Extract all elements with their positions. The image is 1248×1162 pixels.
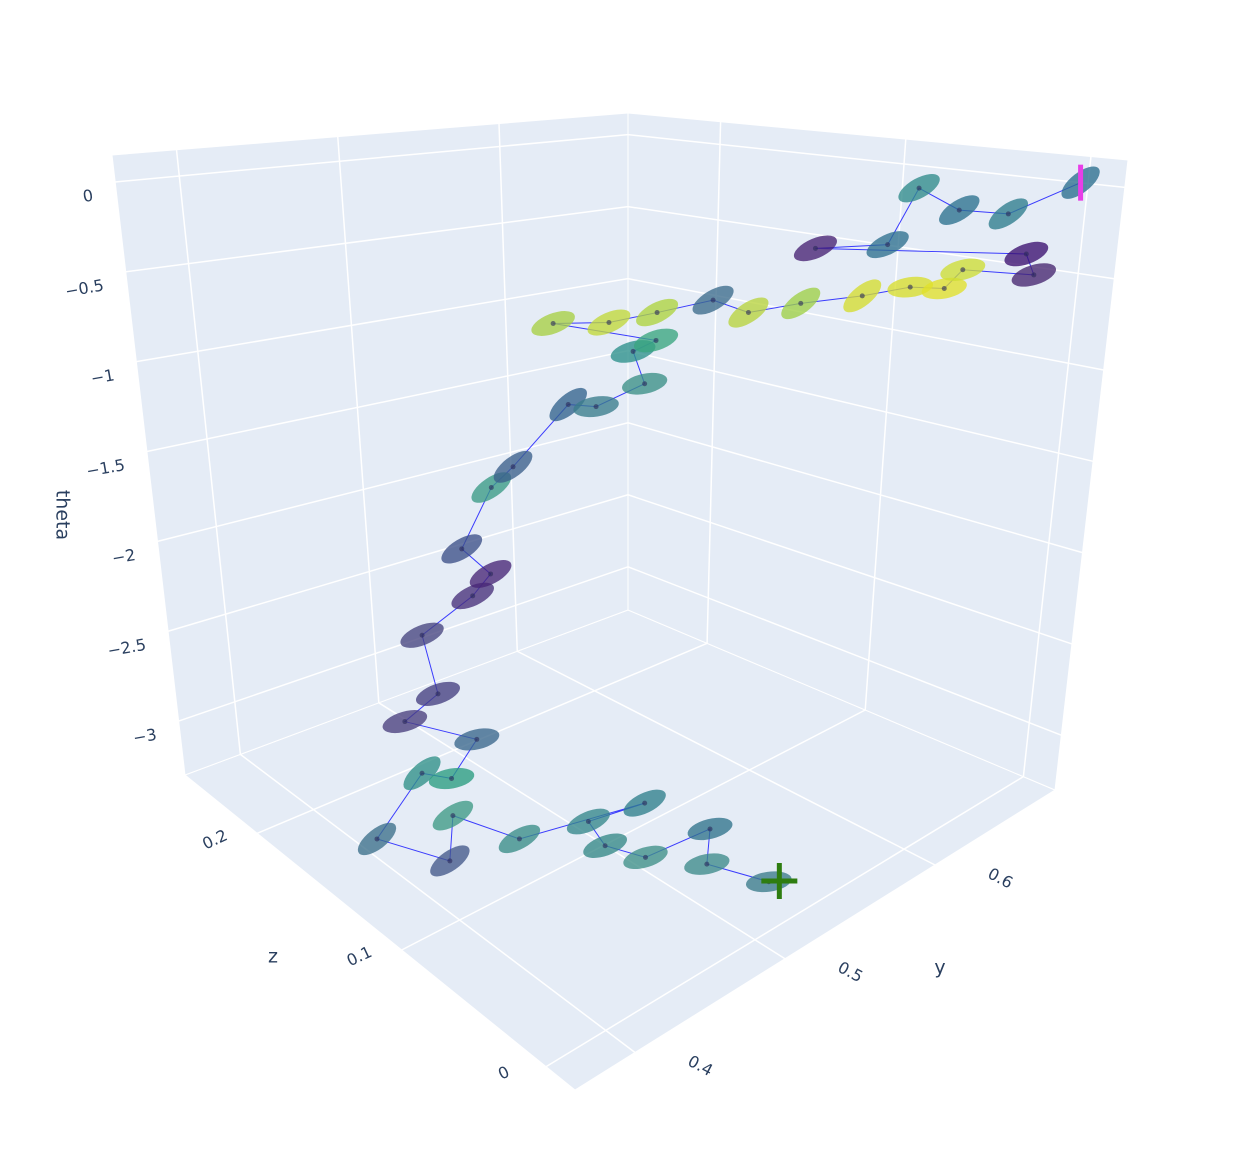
theta-axis-title: theta <box>52 490 74 540</box>
pose-point <box>653 337 659 343</box>
pose-point <box>916 185 922 191</box>
pose-point <box>510 464 516 470</box>
pose-point <box>585 819 591 825</box>
pose-point <box>812 245 818 251</box>
pose-point <box>941 286 947 292</box>
pose-point <box>704 861 710 867</box>
pose-point <box>1031 272 1037 278</box>
pose-point <box>459 546 465 552</box>
grid-line <box>1022 156 1092 777</box>
pose-point <box>374 836 380 842</box>
z-tick-label: 0.2 <box>199 825 230 853</box>
pose-point <box>449 775 455 781</box>
theta-tick-label: −1 <box>89 365 116 388</box>
pose-point <box>630 348 636 354</box>
grid-line <box>516 650 936 866</box>
grid-line <box>627 566 1062 736</box>
scene-grid <box>115 121 1125 1068</box>
grid-line <box>157 421 629 543</box>
pose-point <box>956 207 962 213</box>
grid-line <box>706 121 722 644</box>
grid-line <box>146 349 629 453</box>
pose-point <box>488 571 494 577</box>
pose-point <box>1005 211 1011 217</box>
grid-line <box>337 136 380 703</box>
theta-tick-label: −3 <box>132 725 159 748</box>
pose-point <box>745 310 751 316</box>
y-tick-label: 0.4 <box>685 1051 716 1080</box>
grid-line <box>401 709 866 951</box>
theta-tick-label: −2.5 <box>106 635 148 660</box>
grid-line <box>498 123 518 652</box>
pose-point <box>419 770 425 776</box>
z-tick-label: 0 <box>495 1062 512 1084</box>
pose-point <box>642 800 648 806</box>
pose-point <box>474 736 480 742</box>
grid-line <box>239 753 636 1054</box>
y-tick-label: 0.6 <box>985 864 1016 893</box>
y-axis-title: y <box>934 957 945 979</box>
pose-point <box>643 854 649 860</box>
theta-tick-label: 0 <box>81 186 94 206</box>
pose-point <box>447 858 453 864</box>
theta-tick-label: −0.5 <box>64 275 106 300</box>
grid-line <box>167 494 629 632</box>
pose-point <box>435 691 441 697</box>
grid-line <box>115 133 629 183</box>
pose-point <box>602 843 608 849</box>
pose-point <box>960 267 966 273</box>
pose-point <box>710 297 716 303</box>
pose-point <box>450 813 456 819</box>
pose-point <box>606 320 612 326</box>
pose-point <box>654 310 660 316</box>
z-tick-label: 0.1 <box>344 942 375 970</box>
z-axis-title: z <box>268 946 278 968</box>
grid-line <box>627 133 1125 189</box>
grid-line <box>627 422 1083 554</box>
pose-point <box>907 284 913 290</box>
pose-point <box>565 402 571 408</box>
scene-marks <box>357 164 1100 899</box>
grid-line <box>175 149 242 755</box>
pose-point <box>1023 251 1029 257</box>
pose-point <box>419 632 425 638</box>
pose-point <box>642 381 648 387</box>
start-marker <box>761 862 798 899</box>
pose-point <box>550 320 556 326</box>
grid-line <box>627 349 1094 463</box>
pose-point <box>402 719 408 725</box>
theta-tick-label: −2 <box>110 545 137 568</box>
pose-point <box>593 404 599 410</box>
pose-point <box>488 485 494 491</box>
pose-point <box>707 826 713 832</box>
pose-point <box>885 242 891 248</box>
y-tick-label: 0.5 <box>835 958 866 987</box>
pose-point <box>798 300 804 306</box>
grid-line <box>545 776 1024 1068</box>
pose-point <box>470 593 476 599</box>
grid-line <box>125 205 629 273</box>
grid-line <box>136 277 629 363</box>
grid-line <box>627 494 1073 645</box>
pose-point <box>859 293 865 299</box>
theta-tick-label: −1.5 <box>85 455 127 480</box>
pose-point <box>516 836 522 842</box>
